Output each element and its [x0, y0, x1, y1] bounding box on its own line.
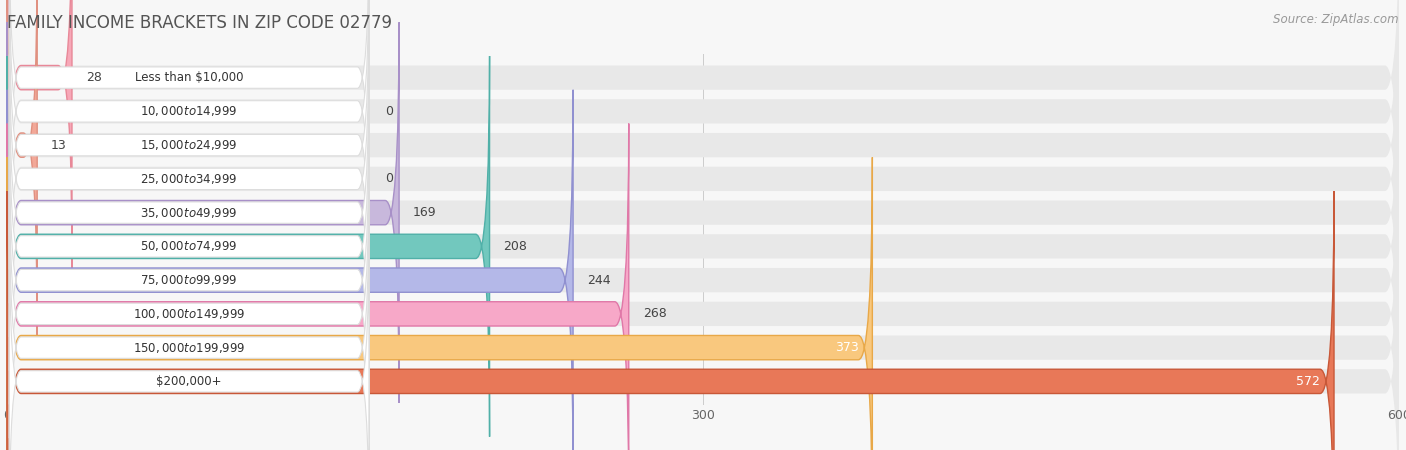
FancyBboxPatch shape: [7, 0, 1399, 369]
FancyBboxPatch shape: [10, 0, 368, 270]
FancyBboxPatch shape: [10, 21, 368, 337]
FancyBboxPatch shape: [7, 56, 1399, 436]
FancyBboxPatch shape: [7, 157, 872, 450]
Text: 0: 0: [385, 105, 394, 118]
Text: 208: 208: [503, 240, 527, 253]
FancyBboxPatch shape: [7, 191, 1399, 450]
Text: 0: 0: [385, 172, 394, 185]
FancyBboxPatch shape: [7, 0, 1399, 268]
FancyBboxPatch shape: [10, 0, 368, 303]
FancyBboxPatch shape: [7, 90, 1399, 450]
Text: 169: 169: [413, 206, 437, 219]
FancyBboxPatch shape: [7, 0, 1399, 336]
FancyBboxPatch shape: [10, 0, 368, 236]
Text: Less than $10,000: Less than $10,000: [135, 71, 243, 84]
Text: 13: 13: [51, 139, 67, 152]
Text: $100,000 to $149,999: $100,000 to $149,999: [134, 307, 246, 321]
FancyBboxPatch shape: [10, 223, 368, 450]
FancyBboxPatch shape: [7, 22, 1399, 403]
FancyBboxPatch shape: [7, 0, 72, 268]
Text: $35,000 to $49,999: $35,000 to $49,999: [141, 206, 238, 220]
Text: $150,000 to $199,999: $150,000 to $199,999: [134, 341, 246, 355]
Text: $50,000 to $74,999: $50,000 to $74,999: [141, 239, 238, 253]
Text: $15,000 to $24,999: $15,000 to $24,999: [141, 138, 238, 152]
Text: 572: 572: [1296, 375, 1320, 388]
Text: Source: ZipAtlas.com: Source: ZipAtlas.com: [1274, 14, 1399, 27]
Text: $10,000 to $14,999: $10,000 to $14,999: [141, 104, 238, 118]
FancyBboxPatch shape: [7, 22, 399, 403]
Text: 268: 268: [643, 307, 666, 320]
FancyBboxPatch shape: [10, 189, 368, 450]
Text: 244: 244: [588, 274, 610, 287]
FancyBboxPatch shape: [7, 0, 37, 336]
Text: $200,000+: $200,000+: [156, 375, 222, 388]
FancyBboxPatch shape: [7, 56, 489, 436]
Text: $25,000 to $34,999: $25,000 to $34,999: [141, 172, 238, 186]
Text: FAMILY INCOME BRACKETS IN ZIP CODE 02779: FAMILY INCOME BRACKETS IN ZIP CODE 02779: [7, 14, 392, 32]
FancyBboxPatch shape: [7, 0, 1399, 302]
Text: 28: 28: [86, 71, 101, 84]
FancyBboxPatch shape: [7, 123, 1399, 450]
FancyBboxPatch shape: [7, 123, 628, 450]
FancyBboxPatch shape: [7, 191, 1334, 450]
FancyBboxPatch shape: [7, 157, 1399, 450]
FancyBboxPatch shape: [10, 88, 368, 405]
FancyBboxPatch shape: [10, 54, 368, 371]
Text: 373: 373: [835, 341, 859, 354]
FancyBboxPatch shape: [10, 156, 368, 450]
FancyBboxPatch shape: [10, 122, 368, 438]
Text: $75,000 to $99,999: $75,000 to $99,999: [141, 273, 238, 287]
FancyBboxPatch shape: [7, 90, 574, 450]
